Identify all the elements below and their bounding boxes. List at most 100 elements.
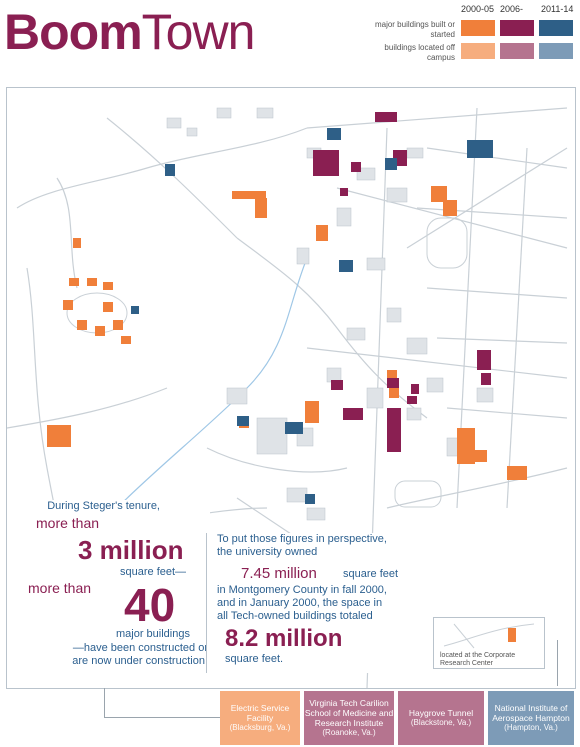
building-2006 <box>343 408 363 420</box>
campus-map-svg <box>7 107 568 688</box>
inset-note: located at the Corporate Research Center <box>440 652 516 667</box>
building-2006 <box>331 380 343 390</box>
legend-swatch-2011-14-offcampus <box>539 43 573 59</box>
building-2011-14 <box>165 164 175 176</box>
building-2000-05 <box>121 336 131 344</box>
perspective-square-feet-1: square feet <box>343 568 399 580</box>
perspective-line2: the university owned <box>217 546 318 558</box>
inset-connector <box>557 640 558 686</box>
buildings-2000-05 <box>47 186 527 480</box>
building-2006 <box>387 378 399 388</box>
steger-major-buildings: major buildings <box>116 628 190 640</box>
building-2011-14 <box>237 416 249 426</box>
legend-label-major-buildings: major buildings built or started <box>374 20 455 39</box>
building-2000-05 <box>113 320 123 330</box>
steger-under-construction: are now under construction. <box>72 655 208 667</box>
building-2000-05 <box>469 450 487 462</box>
building-2006 <box>387 408 401 452</box>
building-2000-05 <box>316 225 328 241</box>
building-2000-05 <box>389 386 399 398</box>
perspective-stats: To put those figures in perspective, the… <box>206 533 417 673</box>
corporate-research-center-inset: located at the Corporate Research Center <box>433 617 545 669</box>
steger-tenure-stats: During Steger's tenure, more than 3 mill… <box>20 500 210 676</box>
existing-buildings <box>166 107 494 521</box>
building-2011-14 <box>339 260 353 272</box>
title-part-boom: Boom <box>4 4 143 60</box>
building-2011-14 <box>467 140 493 158</box>
perspective-line1: To put those figures in perspective, <box>217 533 387 545</box>
building-2000-05 <box>387 370 397 382</box>
building-2000-05 <box>63 300 73 310</box>
steger-constructed: —have been constructed or <box>72 642 208 654</box>
building-2000-05 <box>507 466 527 480</box>
steger-40: 40 <box>124 579 176 631</box>
offcampus-haygrove-tunnel: Haygrove Tunnel (Blackstone, Va.) <box>398 691 484 745</box>
offcampus-connector-v <box>104 688 105 718</box>
building-2000-05 <box>443 200 457 216</box>
perspective-line5: in Montgomery County in fall 2000, <box>217 584 387 596</box>
offcampus-place: (Blackstone, Va.) <box>410 718 472 727</box>
building-2000-05 <box>73 238 81 248</box>
building-2000-05 <box>305 401 319 423</box>
perspective-line7: all Tech-owned buildings totaled <box>217 610 373 622</box>
offcampus-name: National Institute of Aerospace Hampton <box>492 703 570 723</box>
legend-swatch-2006-offcampus <box>500 43 534 59</box>
page-title: BoomTown <box>4 2 256 62</box>
offcampus-connector-h <box>104 717 220 718</box>
legend-swatch-2006-major <box>500 20 534 36</box>
building-2006 <box>351 162 361 172</box>
drillfield <box>426 217 468 269</box>
perspective-square-feet-2: square feet. <box>225 653 284 665</box>
inset-map <box>443 623 535 649</box>
perspective-7-45-million: 7.45 million <box>241 565 317 582</box>
building-2011-14 <box>305 494 315 504</box>
offcampus-electric-service: Electric Service Facility (Blacksburg, V… <box>220 691 300 745</box>
building-2006 <box>477 350 491 370</box>
building-2000-05 <box>103 282 113 290</box>
map-legend: 2000-05 2006- 2011-14 major buildings bu… <box>360 2 575 68</box>
building-2000-05 <box>255 198 267 218</box>
legend-label-off-campus: buildings located off campus <box>384 43 455 62</box>
building-2000-05 <box>103 302 113 312</box>
steger-square-feet: square feet— <box>120 566 187 578</box>
legend-year-1: 2000-05 <box>461 4 495 14</box>
track-field <box>394 480 442 508</box>
legend-year-3: 2011-14 <box>541 4 574 14</box>
building-2011-14 <box>327 128 341 140</box>
offcampus-name: Haygrove Tunnel <box>408 708 474 718</box>
legend-swatch-2000-05-major <box>461 20 495 36</box>
building-2011-14 <box>131 306 139 314</box>
building-2000-05 <box>77 320 87 330</box>
buildings-2011-14 <box>131 128 493 504</box>
offcampus-carilion: Virginia Tech Carilion School of Medicin… <box>304 691 394 745</box>
legend-swatch-2000-05-offcampus <box>461 43 495 59</box>
legend-year-2: 2006- <box>500 4 524 14</box>
title-part-town: Town <box>141 4 256 60</box>
perspective-line6: and in January 2000, the space in <box>217 597 383 609</box>
building-2011-14 <box>385 158 397 170</box>
building-2000-05 <box>47 425 71 447</box>
building-2006 <box>375 112 397 122</box>
building-2006 <box>481 373 491 385</box>
building-2011-14 <box>285 422 303 434</box>
building-2006 <box>340 188 348 196</box>
stream <box>116 257 308 509</box>
offcampus-place: (Hampton, Va.) <box>504 723 558 732</box>
offcampus-place: (Roanoke, Va.) <box>322 728 376 737</box>
offcampus-nia-hampton: National Institute of Aerospace Hampton … <box>488 691 574 745</box>
building-2006 <box>411 384 419 394</box>
steger-intro: During Steger's tenure, <box>47 500 160 512</box>
building-2006 <box>407 396 417 404</box>
building-2006 <box>313 150 339 176</box>
building-2000-05 <box>95 326 105 336</box>
legend-swatch-2011-14-major <box>539 20 573 36</box>
steger-more-than-1: more than <box>36 515 100 531</box>
steger-3-million: 3 million <box>78 535 184 565</box>
offcampus-name: Virginia Tech Carilion School of Medicin… <box>304 698 394 728</box>
buildings-2006 <box>313 112 491 452</box>
building-2000-05 <box>69 278 79 286</box>
perspective-8-2-million: 8.2 million <box>225 625 343 652</box>
building-2000-05 <box>87 278 97 286</box>
offcampus-name: Electric Service Facility <box>230 703 290 723</box>
inset-building <box>508 628 516 642</box>
